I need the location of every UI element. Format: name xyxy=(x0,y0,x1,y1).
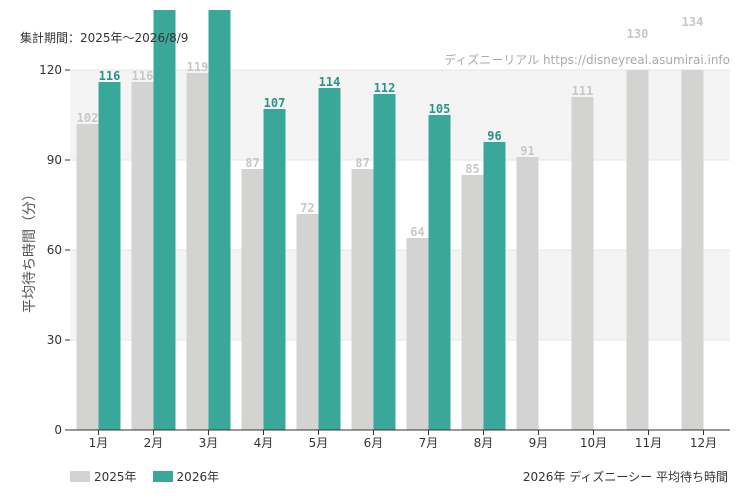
value-label-2026: 114 xyxy=(319,75,341,89)
aggregation-period: 集計期間：2025年～2026/8/9 xyxy=(20,31,189,45)
bar-2025[interactable] xyxy=(186,73,209,430)
y-axis-label: 平均待ち時間（分） xyxy=(22,187,38,313)
bar-2025[interactable] xyxy=(571,97,594,430)
plot-bands xyxy=(70,70,730,340)
bar-2025[interactable] xyxy=(626,70,649,430)
plot-band xyxy=(70,70,730,160)
x-tick-label: 11月 xyxy=(635,436,662,450)
bar-2025[interactable] xyxy=(131,82,154,430)
x-tick-label: 4月 xyxy=(254,436,274,450)
x-tick-label: 10月 xyxy=(580,436,607,450)
value-labels: 102 116 116 119 87 107 72 114 87 112 64 105 85 96 91 11… xyxy=(77,15,704,239)
y-tick-label: 60 xyxy=(47,243,62,257)
value-label-2025: 102 xyxy=(77,111,99,125)
value-label-2025: 87 xyxy=(355,156,369,170)
bar-2026[interactable] xyxy=(98,82,121,430)
x-tick-label: 6月 xyxy=(364,436,384,450)
x-tick-label: 3月 xyxy=(199,436,219,450)
legend-label-2026: 2026年 xyxy=(176,470,220,484)
bar-2025[interactable] xyxy=(681,70,704,430)
value-label-2025: 87 xyxy=(245,156,259,170)
value-label-2026: 112 xyxy=(374,81,396,95)
value-label-2025: 72 xyxy=(300,201,314,215)
value-label-2025: 119 xyxy=(187,60,209,74)
value-label-2025: 116 xyxy=(132,69,154,83)
bar-2026[interactable] xyxy=(208,10,231,430)
bar-2025[interactable] xyxy=(241,169,264,430)
legend-swatch-2026 xyxy=(152,471,173,482)
x-tick-label: 7月 xyxy=(419,436,439,450)
bar-2025[interactable] xyxy=(406,238,429,430)
chart-title: 2026年 ディズニーシー 平均待ち時間 xyxy=(522,470,728,484)
value-label-2026: 96 xyxy=(487,129,501,143)
value-label-2026: 107 xyxy=(264,96,286,110)
legend-item-2026[interactable]: 2026年 xyxy=(152,468,220,485)
value-label-2025: 64 xyxy=(410,225,424,239)
bar-2026[interactable] xyxy=(153,10,176,430)
bar-2025[interactable] xyxy=(76,124,99,430)
value-label-2025: 91 xyxy=(520,144,534,158)
y-tick-label: 30 xyxy=(47,333,62,347)
bar-2026[interactable] xyxy=(373,94,396,430)
gridlines xyxy=(70,69,730,341)
x-tick-label: 8月 xyxy=(474,436,494,450)
y-tick-label: 0 xyxy=(54,423,62,437)
y-tick-label: 90 xyxy=(47,153,62,167)
value-label-2025: 85 xyxy=(465,162,479,176)
y-axis-ticks: 0 30 60 90 120 xyxy=(39,63,70,437)
value-label-2025: 134 xyxy=(682,15,704,29)
value-label-2026: 105 xyxy=(429,102,451,116)
bar-2026[interactable] xyxy=(483,142,506,430)
x-tick-label: 2月 xyxy=(144,436,164,450)
bar-2025[interactable] xyxy=(351,169,374,430)
value-label-2026: 116 xyxy=(99,69,121,83)
y-tick-label: 120 xyxy=(39,63,62,77)
x-tick-label: 9月 xyxy=(529,436,549,450)
x-tick-label: 5月 xyxy=(309,436,329,450)
legend-label-2025: 2025年 xyxy=(94,470,137,484)
x-axis-ticks: 1月 2月 3月 4月 5月 6月 7月 8月 9月 10月 11月 12月 xyxy=(89,430,717,450)
legend-swatch-2025 xyxy=(70,471,90,482)
value-label-2025: 111 xyxy=(572,84,594,98)
x-tick-label: 1月 xyxy=(89,436,109,450)
watermark: ディズニーリアル https://disneyreal.asumirai.inf… xyxy=(444,52,730,67)
bars xyxy=(76,10,704,430)
bar-2025[interactable] xyxy=(516,157,539,430)
bar-2026[interactable] xyxy=(428,115,451,430)
value-label-2025: 130 xyxy=(627,27,649,41)
legend-item-2025[interactable]: 2025年 xyxy=(70,468,137,485)
bar-2025[interactable] xyxy=(461,175,484,430)
bar-2026[interactable] xyxy=(263,109,286,430)
plot-band xyxy=(70,250,730,340)
bar-2026[interactable] xyxy=(318,88,341,430)
legend: 2025年 2026年 xyxy=(70,468,235,485)
x-tick-label: 12月 xyxy=(690,436,717,450)
bar-2025[interactable] xyxy=(296,214,319,430)
